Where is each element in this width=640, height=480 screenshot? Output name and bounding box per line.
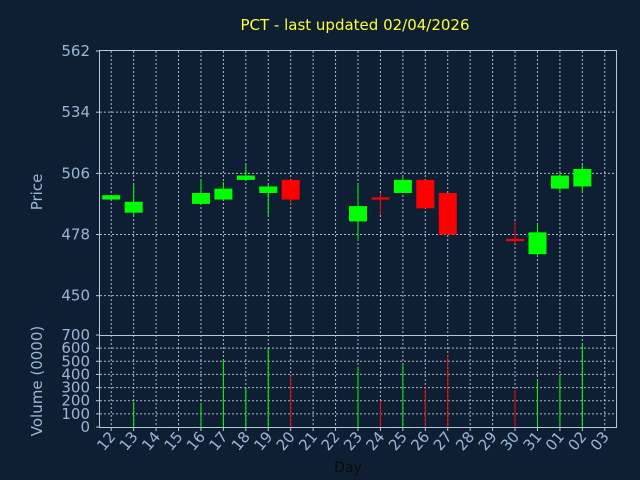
x-tick-label: 31: [519, 428, 545, 454]
x-tick-label: 14: [138, 428, 164, 454]
volume-tick-label: 700: [61, 326, 90, 344]
volume-tick-label: 0: [80, 418, 90, 436]
x-tick-label: 02: [564, 428, 590, 454]
x-tick-label: 16: [183, 428, 209, 454]
volume-tick-label: 400: [61, 365, 90, 383]
x-tick-label: 03: [587, 428, 613, 454]
x-tick-label: 13: [116, 428, 142, 454]
x-axis-ticks: 1213141516171819202122232425262728293031…: [93, 427, 613, 454]
x-tick-label: 23: [340, 428, 366, 454]
x-tick-label: 26: [407, 428, 433, 454]
x-tick-label: 12: [93, 428, 119, 454]
price-axis-label: Price: [28, 174, 46, 211]
x-tick-label: 24: [362, 428, 388, 454]
x-tick-label: 17: [205, 428, 231, 454]
candle-body: [506, 238, 525, 242]
price-tick-label: 562: [61, 42, 90, 60]
candle-body: [124, 201, 143, 213]
volume-tick-label: 500: [61, 352, 90, 370]
x-tick-label: 20: [273, 428, 299, 454]
x-tick-label: 21: [295, 428, 321, 454]
price-tick-label: 450: [61, 287, 90, 305]
volume-tick-label: 600: [61, 339, 90, 357]
x-tick-label: 27: [430, 428, 456, 454]
x-tick-label: 19: [250, 428, 276, 454]
x-tick-label: 30: [497, 428, 523, 454]
price-tick-label: 534: [61, 103, 90, 121]
candle-body: [214, 188, 233, 200]
volume-bars: [133, 342, 583, 427]
x-tick-label: 22: [318, 428, 344, 454]
candle-body: [349, 206, 367, 222]
x-tick-label: 01: [542, 428, 568, 454]
x-tick-label: 18: [228, 428, 254, 454]
price-tick-label: 478: [61, 226, 90, 244]
x-tick-label: 25: [385, 428, 411, 454]
x-tick-label: 29: [475, 428, 501, 454]
price-tick-label: 506: [61, 164, 90, 182]
volume-axis-label: Volume (0000): [28, 326, 46, 436]
candle-body: [191, 193, 210, 204]
candle-body: [550, 175, 569, 189]
candle-body: [236, 175, 255, 180]
candle-body: [393, 179, 412, 193]
price-axis-ticks: 450 478 506 534 562: [61, 42, 100, 305]
chart-title: PCT - last updated 02/04/2026: [240, 16, 469, 34]
candle-body: [371, 197, 390, 200]
candle-body: [573, 168, 592, 187]
candle-body: [281, 179, 300, 200]
volume-tick-label: 200: [61, 392, 90, 410]
x-tick-label: 15: [161, 428, 187, 454]
x-axis-label: Day: [334, 460, 362, 476]
volume-tick-label: 100: [61, 405, 90, 423]
x-tick-label: 28: [452, 428, 478, 454]
candle-body: [102, 195, 121, 200]
volume-tick-label: 300: [61, 379, 90, 397]
candle-body: [528, 232, 547, 255]
candle-body: [438, 193, 457, 235]
candle-body: [416, 179, 435, 209]
price-candles: [102, 164, 592, 257]
candle-body: [259, 186, 278, 193]
volume-panel-frame: [99, 335, 617, 428]
